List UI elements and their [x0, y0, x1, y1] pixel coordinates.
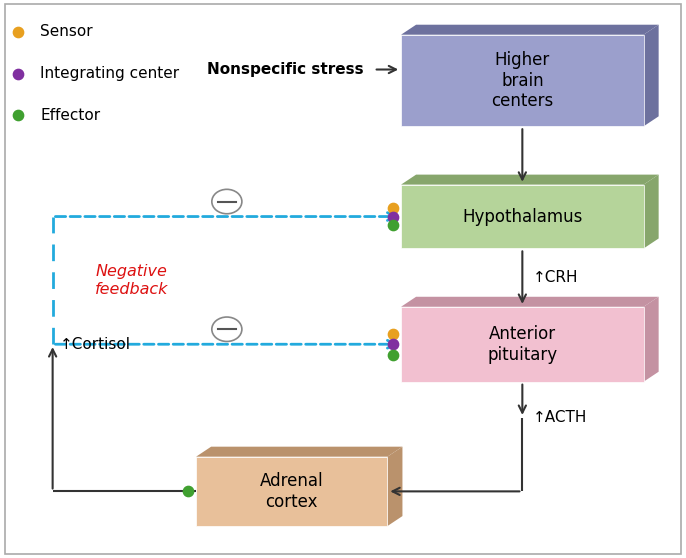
Polygon shape [401, 175, 659, 185]
Point [388, 212, 399, 221]
Point [388, 329, 399, 338]
Text: Negative
feedback: Negative feedback [95, 264, 168, 297]
FancyBboxPatch shape [401, 35, 643, 126]
Text: Anterior
pituitary: Anterior pituitary [487, 325, 558, 364]
Polygon shape [401, 25, 659, 35]
Text: Higher
brain
centers: Higher brain centers [491, 51, 554, 110]
Text: ↑ACTH: ↑ACTH [532, 410, 587, 425]
Point [388, 350, 399, 359]
Polygon shape [196, 446, 403, 456]
Circle shape [212, 189, 242, 214]
Point [13, 27, 24, 36]
Point [13, 69, 24, 78]
Text: ↑CRH: ↑CRH [532, 270, 578, 285]
Point [182, 487, 193, 496]
FancyBboxPatch shape [401, 185, 643, 248]
Text: Sensor: Sensor [40, 25, 93, 40]
Polygon shape [643, 297, 659, 382]
FancyBboxPatch shape [401, 307, 643, 382]
Text: Hypothalamus: Hypothalamus [462, 208, 582, 225]
Polygon shape [401, 297, 659, 307]
Text: ↑Cortisol: ↑Cortisol [60, 336, 130, 352]
Point [388, 203, 399, 212]
Polygon shape [388, 446, 403, 526]
Text: Adrenal
cortex: Adrenal cortex [260, 472, 324, 511]
FancyBboxPatch shape [196, 456, 388, 526]
Polygon shape [643, 25, 659, 126]
Point [388, 221, 399, 230]
Text: Effector: Effector [40, 108, 100, 123]
Point [13, 110, 24, 119]
Circle shape [212, 317, 242, 341]
Text: Nonspecific stress: Nonspecific stress [207, 62, 364, 77]
Text: Integrating center: Integrating center [40, 66, 180, 81]
Point [388, 340, 399, 349]
Polygon shape [643, 175, 659, 248]
